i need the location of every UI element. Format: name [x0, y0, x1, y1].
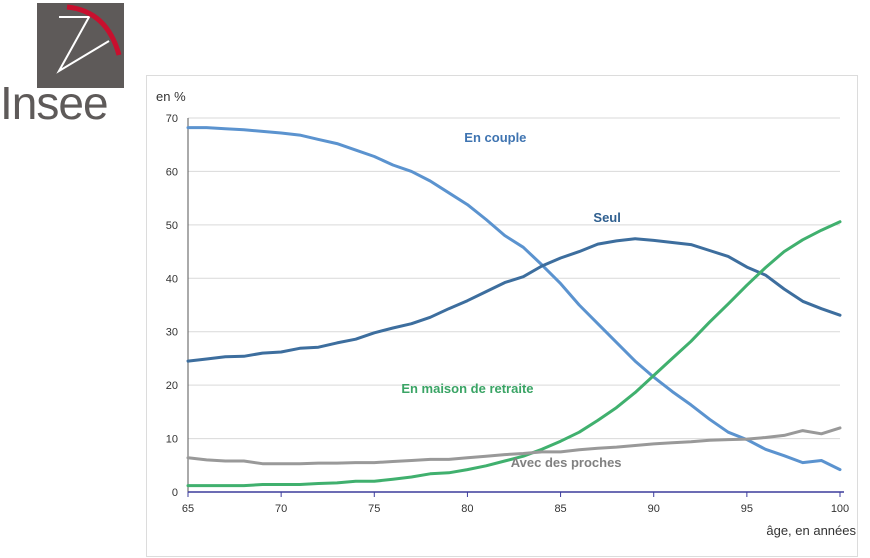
insee-logo: Insee — [0, 0, 130, 130]
chart-frame — [146, 75, 858, 557]
series-line — [186, 237, 842, 363]
x-tick-label: 90 — [648, 503, 660, 515]
x-tick-label: 75 — [368, 503, 380, 515]
series-label: Seul — [593, 210, 620, 225]
y-tick-label: 50 — [166, 220, 178, 232]
y-tick-label: 10 — [166, 434, 178, 446]
y-axis-title: en % — [156, 89, 186, 104]
x-tick-label: 100 — [831, 503, 849, 515]
chart-axes: 0 10 20 30 40 50 60 70 65 70 75 80 85 90 95 100 en % âge,… — [156, 89, 856, 538]
y-tick-label: 60 — [166, 166, 178, 178]
logo-mark — [37, 3, 124, 88]
y-tick-label: 40 — [166, 273, 178, 285]
y-tick-label: 70 — [166, 113, 178, 125]
y-tick-label: 20 — [166, 380, 178, 392]
series-line — [186, 220, 842, 488]
logo-mark-icon — [56, 4, 122, 74]
series-label: En maison de retraite — [401, 381, 533, 396]
x-axis-title: âge, en années — [766, 523, 856, 538]
series-label: Avec des proches — [511, 455, 622, 470]
x-tick-label: 80 — [461, 503, 473, 515]
x-tick-label: 70 — [275, 503, 287, 515]
y-tick-label: 30 — [166, 327, 178, 339]
logo-text: Insee — [0, 77, 109, 129]
chart-labels: En couple Seul En maison de retraite Avec d… — [401, 130, 621, 470]
x-tick-label: 95 — [741, 503, 753, 515]
chart-series — [186, 126, 842, 488]
x-tick-label: 65 — [182, 503, 194, 515]
series-line — [186, 126, 842, 472]
series-label: En couple — [464, 130, 526, 145]
x-tick-label: 85 — [554, 503, 566, 515]
y-tick-label: 0 — [172, 487, 178, 499]
series-line — [186, 426, 842, 466]
